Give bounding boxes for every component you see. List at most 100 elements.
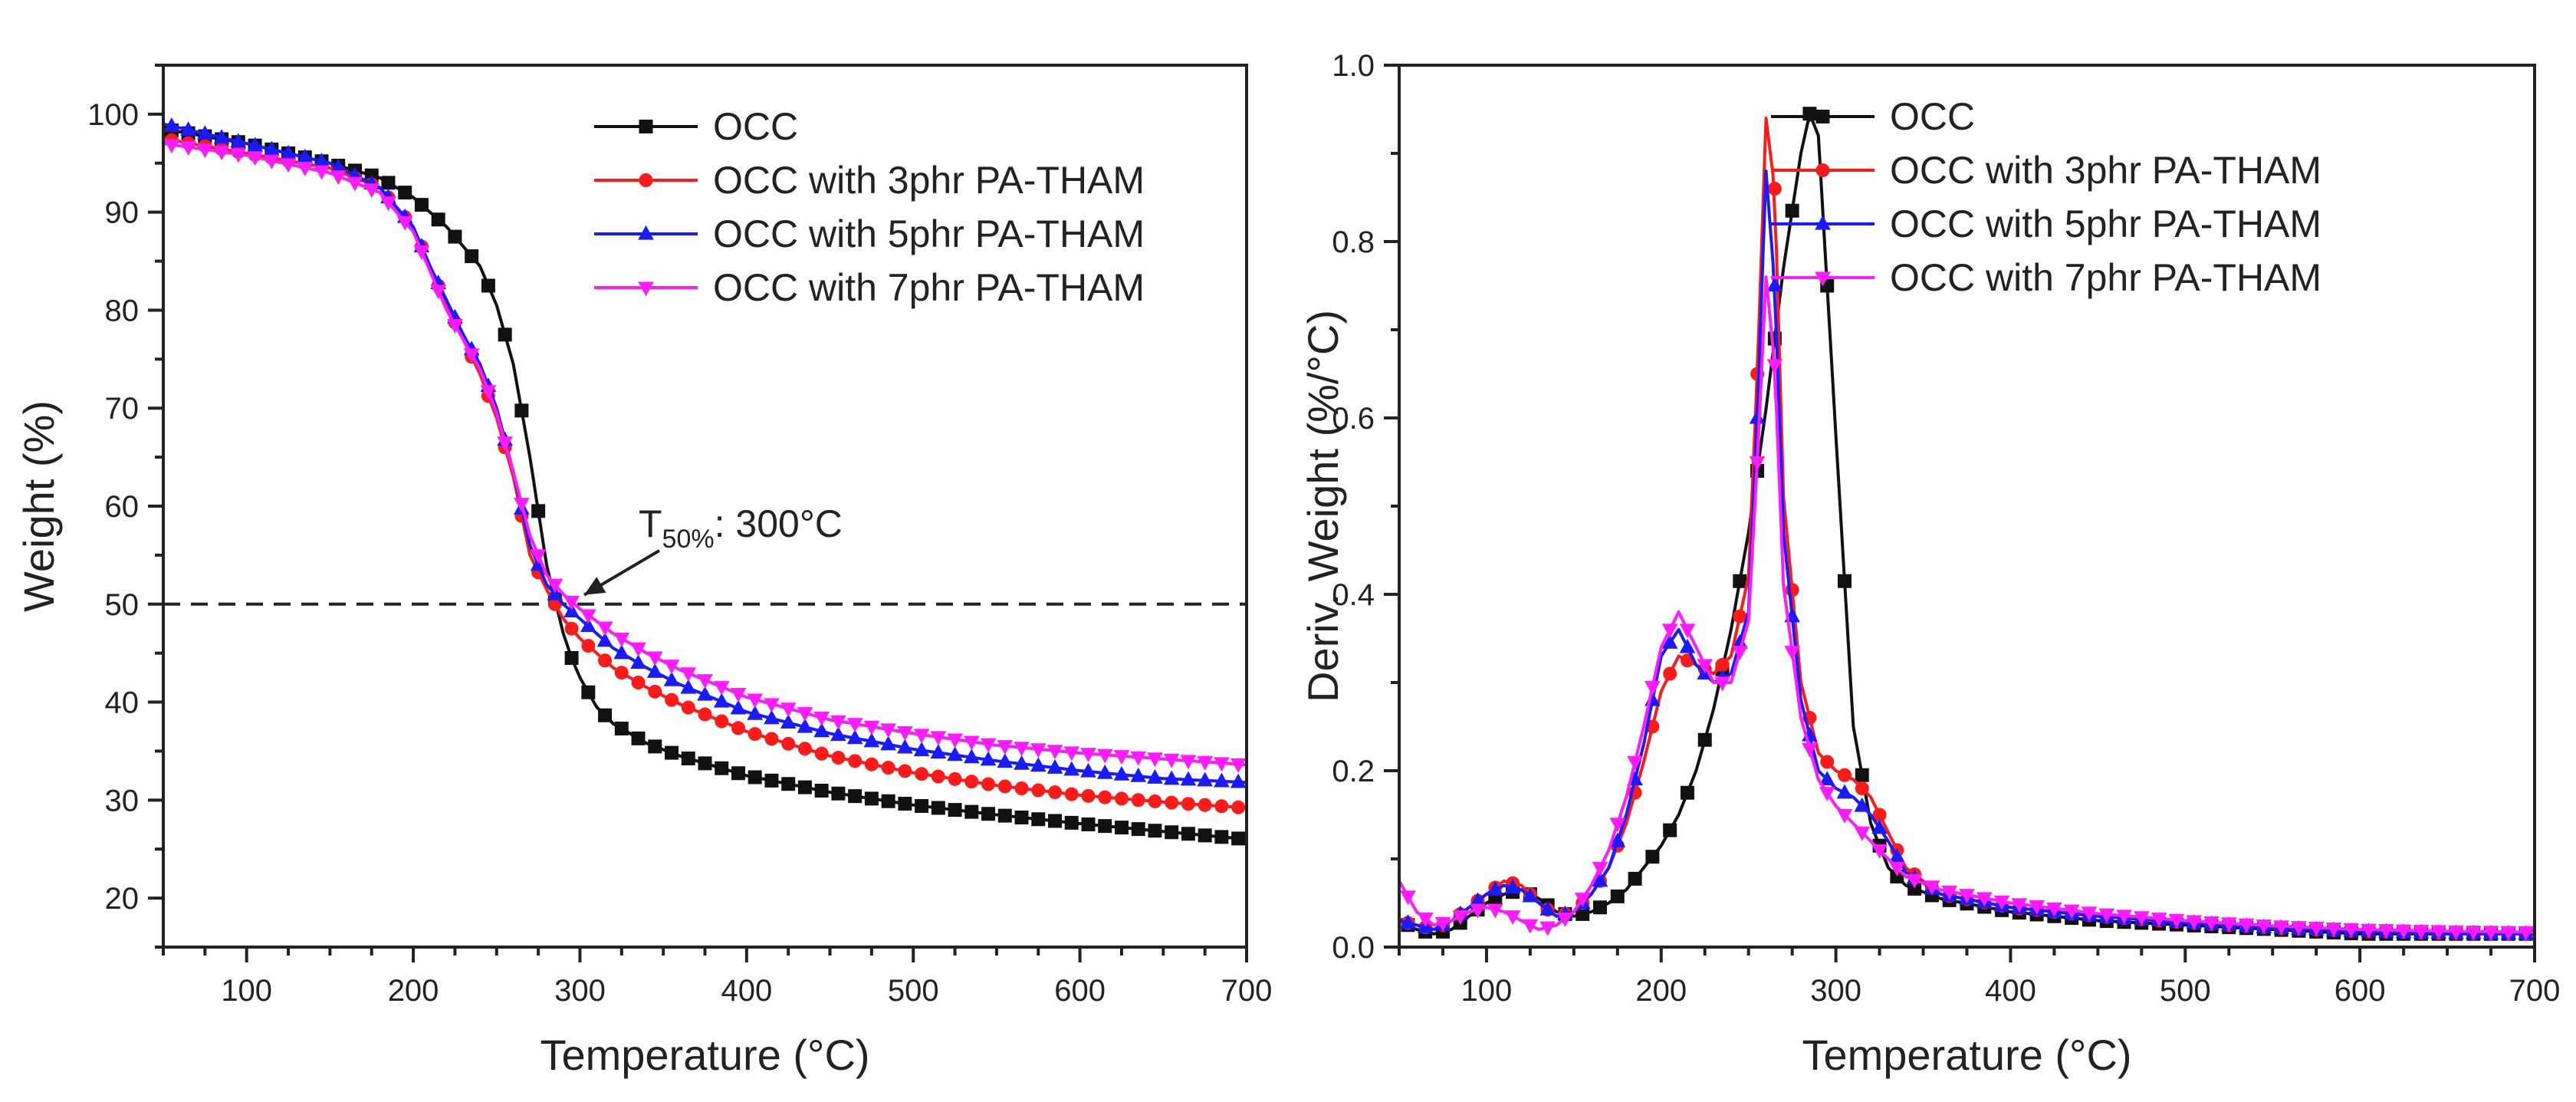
- data-point: [1048, 814, 1063, 828]
- data-point: [715, 761, 729, 775]
- data-point: [1046, 758, 1063, 774]
- data-point: [363, 183, 380, 199]
- data-point: [997, 779, 1012, 794]
- data-point: [1081, 817, 1096, 832]
- data-point: [1697, 659, 1714, 674]
- data-point: [1820, 755, 1835, 769]
- data-point: [780, 702, 797, 718]
- data-point: [1048, 785, 1063, 800]
- data-point: [797, 780, 812, 794]
- data-point: [748, 770, 762, 785]
- data-point: [1181, 797, 1195, 811]
- data-point: [330, 170, 347, 186]
- data-point: [1470, 892, 1486, 907]
- data-point: [631, 676, 646, 689]
- data-point: [1871, 819, 1888, 834]
- x-tick-label: 700: [1221, 974, 1273, 1008]
- data-point: [1766, 277, 1783, 292]
- data-point: [915, 767, 929, 781]
- data-point: [465, 249, 479, 264]
- data-point: [780, 714, 797, 729]
- data-point: [1113, 765, 1130, 781]
- data-point: [1214, 757, 1230, 772]
- data-point: [1854, 826, 1871, 841]
- data-point: [947, 746, 963, 762]
- data-point: [380, 196, 396, 212]
- data-point: [1147, 752, 1163, 768]
- data-point: [1836, 784, 1853, 799]
- data-point: [596, 621, 613, 637]
- data-point: [715, 714, 729, 729]
- data-point: [1855, 781, 1869, 795]
- data-point: [848, 754, 863, 768]
- data-point: [831, 751, 846, 765]
- data-point: [931, 769, 945, 784]
- data-point: [830, 715, 846, 730]
- dtg-derivative-panel: 100 200 300 400 500 600 700 0.0 0.2 0.4 0.6 0.8 1.0 T…: [1299, 49, 2560, 1079]
- data-point: [530, 549, 547, 564]
- data-point: [1230, 773, 1247, 788]
- data-point: [531, 504, 546, 518]
- data-point: [1819, 787, 1835, 801]
- data-point: [1644, 681, 1661, 696]
- data-point: [747, 693, 764, 709]
- data-point: [1504, 910, 1521, 925]
- data-point: [2116, 910, 2132, 925]
- data-point: [2011, 898, 2028, 913]
- data-point: [180, 121, 196, 136]
- data-point: [1889, 861, 1905, 877]
- y-tick-label: 20: [105, 882, 140, 916]
- data-point: [1767, 182, 1782, 196]
- data-point: [1663, 823, 1677, 837]
- data-point: [1610, 889, 1625, 903]
- data-point: [1697, 732, 1712, 747]
- data-point: [1872, 808, 1887, 822]
- data-point: [1452, 910, 1469, 925]
- y-tick-label: 0.4: [1332, 578, 1375, 612]
- data-point: [2238, 918, 2255, 933]
- data-point: [1628, 871, 1642, 886]
- x-tick-label: 500: [2160, 974, 2211, 1008]
- data-point: [1714, 676, 1730, 692]
- data-point: [730, 688, 747, 702]
- data-point: [846, 718, 863, 733]
- data-point: [1733, 609, 1747, 623]
- data-point: [280, 158, 297, 173]
- legend-marker: [1815, 110, 1830, 123]
- data-point: [713, 692, 730, 708]
- data-point: [2098, 908, 2115, 923]
- data-point: [1030, 743, 1046, 758]
- data-point: [730, 699, 747, 715]
- data-point: [980, 751, 997, 766]
- legend-item: OCC with 7phr PA-THAM: [1771, 256, 2321, 299]
- data-point: [797, 707, 813, 722]
- legend-label: OCC with 5phr PA-THAM: [713, 212, 1145, 255]
- data-point: [1014, 742, 1030, 757]
- data-point: [1114, 791, 1129, 806]
- data-point: [1784, 646, 1801, 660]
- data-point: [697, 674, 713, 689]
- data-point: [964, 775, 979, 789]
- data-point: [196, 125, 213, 140]
- data-point: [1627, 755, 1643, 771]
- legend-item: OCC: [594, 105, 798, 148]
- data-point: [514, 403, 529, 418]
- data-point: [1487, 881, 1503, 896]
- data-point: [396, 215, 413, 231]
- data-point: [1663, 666, 1677, 681]
- data-point: [448, 229, 462, 244]
- data-point: [1400, 890, 1416, 906]
- data-point: [1031, 783, 1046, 798]
- data-point: [864, 757, 879, 771]
- data-point: [163, 139, 180, 154]
- data-point: [680, 679, 697, 694]
- data-point: [213, 146, 230, 161]
- data-point: [2430, 925, 2447, 940]
- data-point: [213, 129, 230, 144]
- legend-label: OCC with 7phr PA-THAM: [713, 266, 1145, 309]
- data-point: [1680, 785, 1694, 800]
- data-point: [1080, 762, 1096, 778]
- data-point: [1592, 872, 1608, 887]
- data-point: [1836, 808, 1853, 824]
- data-point: [614, 666, 629, 680]
